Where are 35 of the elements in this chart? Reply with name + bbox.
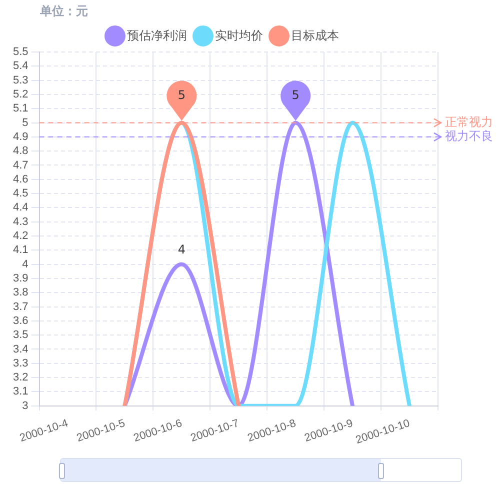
ref-line-label: 正常视力 [445, 114, 493, 129]
y-tick-label: 3.6 [12, 314, 28, 327]
annotation: 5 [292, 88, 300, 102]
y-tick-label: 5 [22, 116, 28, 129]
legend-label: 目标成本 [291, 28, 339, 42]
y-tick-label: 5.2 [12, 88, 28, 100]
y-tick-label: 5.3 [12, 74, 28, 86]
y-tick-label: 4.7 [12, 159, 28, 172]
y-tick-label: 3.7 [12, 300, 28, 313]
y-tick-label: 3.5 [12, 329, 28, 342]
y-tick-label: 3.1 [12, 386, 28, 398]
y-tick-label: 4.9 [12, 130, 28, 143]
y-tick-label: 4.2 [12, 230, 28, 242]
ref-line-label: 视力不良 [445, 129, 493, 144]
y-tick-label: 4.5 [12, 188, 28, 200]
y-tick-label: 4.1 [12, 244, 28, 256]
y-tick-label: 3.3 [12, 357, 28, 370]
y-tick-label: 4.8 [12, 145, 28, 158]
y-tick-label: 5.1 [12, 102, 28, 115]
y-tick-label: 3.2 [12, 372, 28, 384]
y-tick-label: 3.8 [12, 286, 28, 299]
legend-label: 实时均价 [215, 28, 263, 42]
y-tick-label: 4.3 [12, 216, 28, 228]
y-axis-title: 单位：元 [39, 4, 88, 18]
legend-label: 预估净利润 [127, 28, 187, 42]
y-tick-label: 4 [22, 258, 28, 270]
y-tick-label: 5.4 [12, 60, 28, 72]
data-label: 4 [178, 242, 186, 256]
y-tick-label: 3 [22, 400, 28, 412]
annotation: 5 [178, 88, 186, 102]
y-tick-label: 4.6 [12, 173, 28, 186]
y-tick-label: 3.4 [12, 343, 28, 356]
y-tick-label: 5.5 [12, 46, 28, 58]
y-tick-label: 3.9 [12, 272, 28, 284]
y-tick-label: 4.4 [12, 202, 28, 214]
